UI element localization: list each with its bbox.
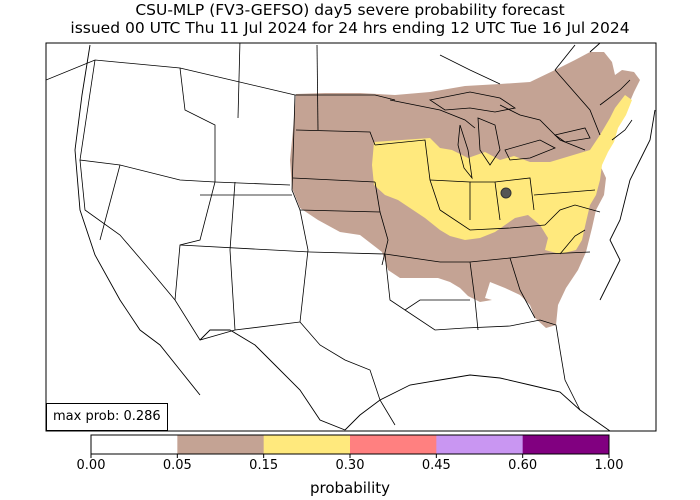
state-boundaries xyxy=(46,43,633,426)
max-prob-marker xyxy=(500,187,512,199)
colorbar-label: probability xyxy=(309,479,391,497)
title-line-2: issued 00 UTC Thu 11 Jul 2024 for 24 hrs… xyxy=(70,19,630,37)
max-prob-label: max prob: 0.286 xyxy=(46,403,168,431)
colorbar-bin xyxy=(350,435,437,454)
great-lakes xyxy=(428,91,591,180)
colorbar-tick-label: 0.60 xyxy=(508,458,538,473)
colorbar-tick-label: 0.00 xyxy=(76,458,106,473)
colorbar-bin xyxy=(263,435,351,454)
colorbar-bin xyxy=(177,435,265,454)
title-line-1: CSU-MLP (FV3-GEFSO) day5 severe probabil… xyxy=(135,1,565,19)
colorbar-tick-label: 0.30 xyxy=(335,458,365,473)
colorbar-tick-label: 0.15 xyxy=(249,458,279,473)
colorbar-bin xyxy=(91,435,178,454)
colorbar-tick-label: 0.45 xyxy=(421,458,451,473)
colorbar-bin xyxy=(522,435,610,454)
colorbar xyxy=(90,434,610,458)
prob-area-0.15 xyxy=(372,95,632,254)
colorbar-bin xyxy=(436,435,524,454)
colorbar-tick-label: 1.00 xyxy=(594,458,624,473)
map-frame xyxy=(45,42,657,432)
coastline xyxy=(74,43,656,431)
colorbar-tick-label: 0.05 xyxy=(162,458,192,473)
